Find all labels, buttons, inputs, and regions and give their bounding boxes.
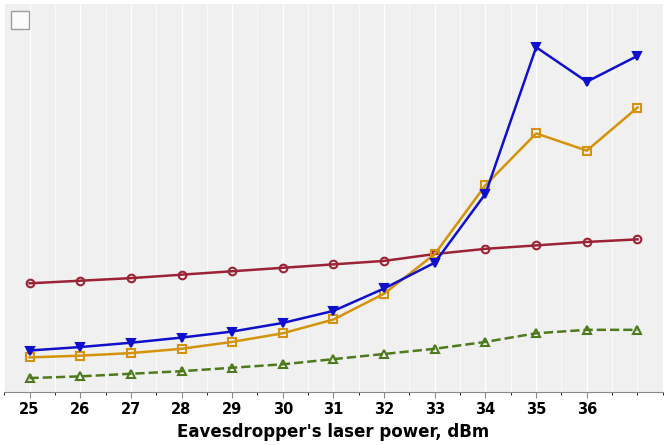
- X-axis label: Eavesdropper's laser power, dBm: Eavesdropper's laser power, dBm: [177, 423, 490, 441]
- Legend: : [11, 12, 29, 29]
